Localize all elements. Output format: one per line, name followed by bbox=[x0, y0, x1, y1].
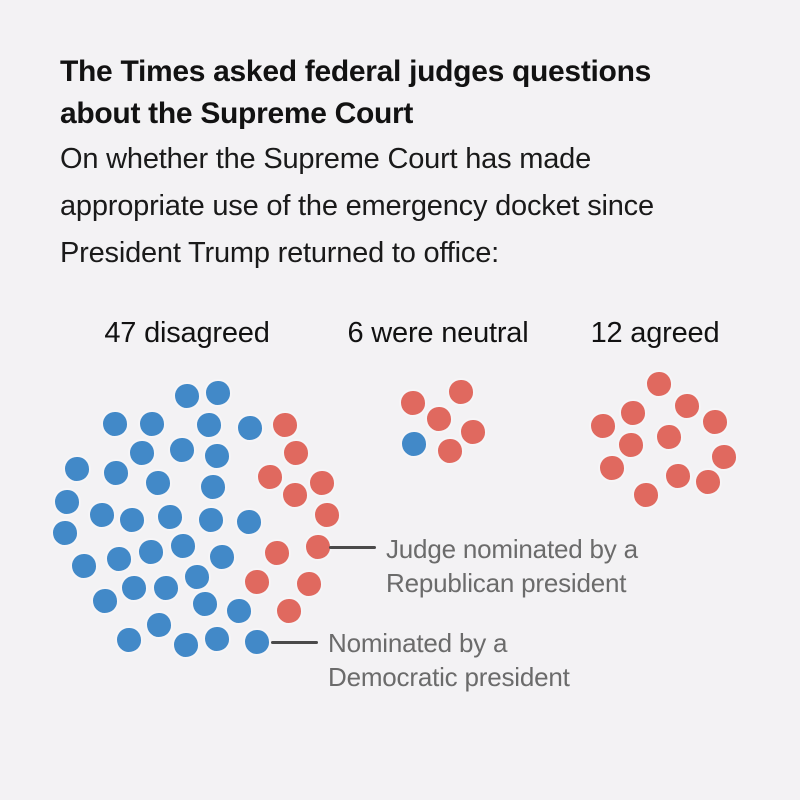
judge-dot-republican bbox=[675, 394, 699, 418]
legend-republican-line-2: Republican president bbox=[386, 568, 627, 598]
legend-democratic: Nominated by a Democratic president bbox=[328, 626, 570, 694]
chart-title-line-1: The Times asked federal judges questions bbox=[60, 55, 651, 88]
judge-dot-democratic bbox=[193, 592, 217, 616]
judge-dot-democratic bbox=[103, 412, 127, 436]
judge-dot-republican bbox=[245, 570, 269, 594]
judge-dot-republican bbox=[621, 401, 645, 425]
judge-dot-democratic bbox=[237, 510, 261, 534]
judge-dot-democratic bbox=[197, 413, 221, 437]
judge-dot-republican bbox=[461, 420, 485, 444]
judge-dot-democratic bbox=[130, 441, 154, 465]
judge-dot-democratic bbox=[175, 384, 199, 408]
judge-dot-democratic bbox=[205, 627, 229, 651]
judge-dot-democratic bbox=[93, 589, 117, 613]
judge-dot-republican bbox=[297, 572, 321, 596]
judge-dot-republican bbox=[265, 541, 289, 565]
judge-dot-democratic bbox=[154, 576, 178, 600]
judge-dot-republican bbox=[283, 483, 307, 507]
judge-dot-democratic bbox=[140, 412, 164, 436]
judge-dot-democratic bbox=[206, 381, 230, 405]
judge-dot-democratic bbox=[65, 457, 89, 481]
judge-dot-democratic bbox=[170, 438, 194, 462]
judge-dot-republican bbox=[703, 410, 727, 434]
judge-dot-democratic bbox=[158, 505, 182, 529]
group-label-disagreed: 47 disagreed bbox=[104, 317, 270, 349]
judge-dot-republican bbox=[306, 535, 330, 559]
legend-leader-line-republican bbox=[329, 546, 376, 549]
group-label-neutral: 6 were neutral bbox=[347, 317, 529, 349]
legend-leader-line-democratic bbox=[271, 641, 318, 644]
judge-dot-republican bbox=[401, 391, 425, 415]
judge-dot-republican bbox=[449, 380, 473, 404]
judge-dot-republican bbox=[315, 503, 339, 527]
chart-title-line-2: about the Supreme Court bbox=[60, 97, 414, 130]
judge-dot-republican bbox=[273, 413, 297, 437]
judge-dot-democratic bbox=[117, 628, 141, 652]
chart-subtitle-line-3: President Trump returned to office: bbox=[60, 237, 499, 269]
judge-dot-democratic bbox=[120, 508, 144, 532]
judge-dot-democratic bbox=[90, 503, 114, 527]
judge-dot-democratic bbox=[245, 630, 269, 654]
judge-dot-democratic bbox=[53, 521, 77, 545]
judge-dot-republican bbox=[619, 433, 643, 457]
chart-subtitle-line-2: appropriate use of the emergency docket … bbox=[60, 190, 654, 222]
judge-dot-democratic bbox=[122, 576, 146, 600]
judge-dot-democratic bbox=[107, 547, 131, 571]
legend-democratic-line-1: Nominated by a bbox=[328, 628, 508, 658]
judge-dot-democratic bbox=[72, 554, 96, 578]
judge-dot-republican bbox=[284, 441, 308, 465]
judge-dot-democratic bbox=[185, 565, 209, 589]
judge-dot-republican bbox=[600, 456, 624, 480]
judge-dot-democratic bbox=[210, 545, 234, 569]
judge-dot-democratic bbox=[199, 508, 223, 532]
legend-republican-line-1: Judge nominated by a bbox=[386, 534, 638, 564]
judge-dot-republican bbox=[258, 465, 282, 489]
group-label-agreed: 12 agreed bbox=[590, 317, 720, 349]
judge-dot-democratic bbox=[104, 461, 128, 485]
judge-dot-republican bbox=[277, 599, 301, 623]
judge-dot-democratic bbox=[174, 633, 198, 657]
judge-dot-republican bbox=[438, 439, 462, 463]
judge-dot-republican bbox=[696, 470, 720, 494]
judge-dot-republican bbox=[591, 414, 615, 438]
judge-dot-republican bbox=[427, 407, 451, 431]
judge-dot-democratic bbox=[55, 490, 79, 514]
judge-dot-republican bbox=[310, 471, 334, 495]
judge-dot-democratic bbox=[205, 444, 229, 468]
chart-subtitle-line-1: On whether the Supreme Court has made bbox=[60, 143, 591, 175]
judge-dot-republican bbox=[712, 445, 736, 469]
judge-dot-republican bbox=[634, 483, 658, 507]
judge-dot-democratic bbox=[227, 599, 251, 623]
judge-dot-democratic bbox=[147, 613, 171, 637]
judge-dot-democratic bbox=[238, 416, 262, 440]
judge-dot-republican bbox=[657, 425, 681, 449]
judge-dot-democratic bbox=[171, 534, 195, 558]
legend-republican: Judge nominated by a Republican presiden… bbox=[386, 532, 638, 600]
judge-dot-democratic bbox=[139, 540, 163, 564]
legend-democratic-line-2: Democratic president bbox=[328, 662, 570, 692]
judge-dot-democratic bbox=[146, 471, 170, 495]
chart-title: The Times asked federal judges questions… bbox=[60, 51, 651, 135]
judge-dot-democratic bbox=[402, 432, 426, 456]
judge-dot-democratic bbox=[201, 475, 225, 499]
judge-dot-republican bbox=[666, 464, 690, 488]
chart-subtitle: On whether the Supreme Court has made ap… bbox=[60, 136, 654, 277]
judge-dot-republican bbox=[647, 372, 671, 396]
